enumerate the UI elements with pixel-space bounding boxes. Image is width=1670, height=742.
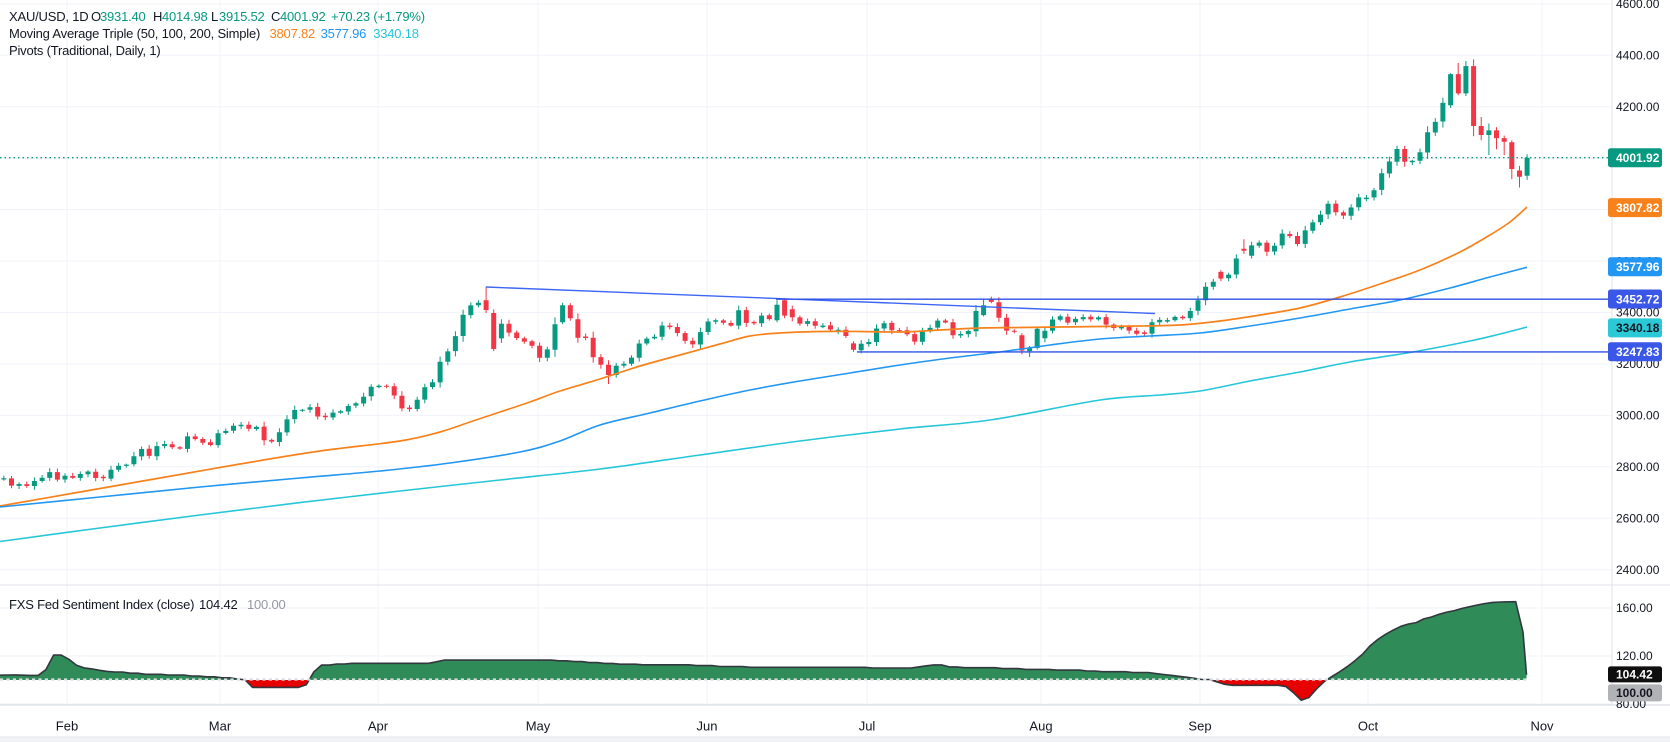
svg-text:3000.00: 3000.00 [1616, 409, 1660, 423]
svg-text:2800.00: 2800.00 [1616, 460, 1660, 474]
svg-text:2400.00: 2400.00 [1616, 563, 1660, 577]
svg-text:3400.00: 3400.00 [1616, 306, 1660, 320]
svg-text:3807.82: 3807.82 [1616, 201, 1660, 215]
svg-text:Aug: Aug [1029, 719, 1052, 734]
svg-text:4400.00: 4400.00 [1616, 49, 1660, 63]
svg-text:FXS Fed Sentiment Index (close: FXS Fed Sentiment Index (close) 104.42 100… [9, 597, 286, 612]
svg-text:Oct: Oct [1358, 719, 1379, 734]
svg-text:Sep: Sep [1188, 719, 1211, 734]
svg-text:3247.83: 3247.83 [1616, 345, 1660, 359]
svg-text:120.00: 120.00 [1616, 649, 1653, 663]
svg-text:Apr: Apr [368, 719, 389, 734]
svg-text:Jul: Jul [859, 719, 876, 734]
svg-text:3577.96: 3577.96 [1616, 260, 1660, 274]
svg-text:3452.72: 3452.72 [1616, 292, 1660, 306]
svg-text:Moving Average Triple (50, 100: Moving Average Triple (50, 100, 200, Sim… [9, 26, 419, 41]
svg-text:4001.92: 4001.92 [1616, 151, 1660, 165]
svg-text:104.42: 104.42 [1616, 668, 1653, 682]
svg-text:Nov: Nov [1530, 719, 1554, 734]
svg-text:Pivots (Traditional, Daily, 1): Pivots (Traditional, Daily, 1) [9, 43, 161, 58]
svg-text:160.00: 160.00 [1616, 601, 1653, 615]
svg-text:May: May [526, 719, 551, 734]
svg-text:Jun: Jun [697, 719, 718, 734]
svg-text:4600.00: 4600.00 [1616, 0, 1660, 11]
svg-text:Mar: Mar [209, 719, 232, 734]
svg-text:Feb: Feb [56, 719, 78, 734]
svg-text:4200.00: 4200.00 [1616, 100, 1660, 114]
svg-text:3340.18: 3340.18 [1616, 321, 1660, 335]
svg-text:2600.00: 2600.00 [1616, 512, 1660, 526]
svg-text:100.00: 100.00 [1616, 686, 1653, 700]
